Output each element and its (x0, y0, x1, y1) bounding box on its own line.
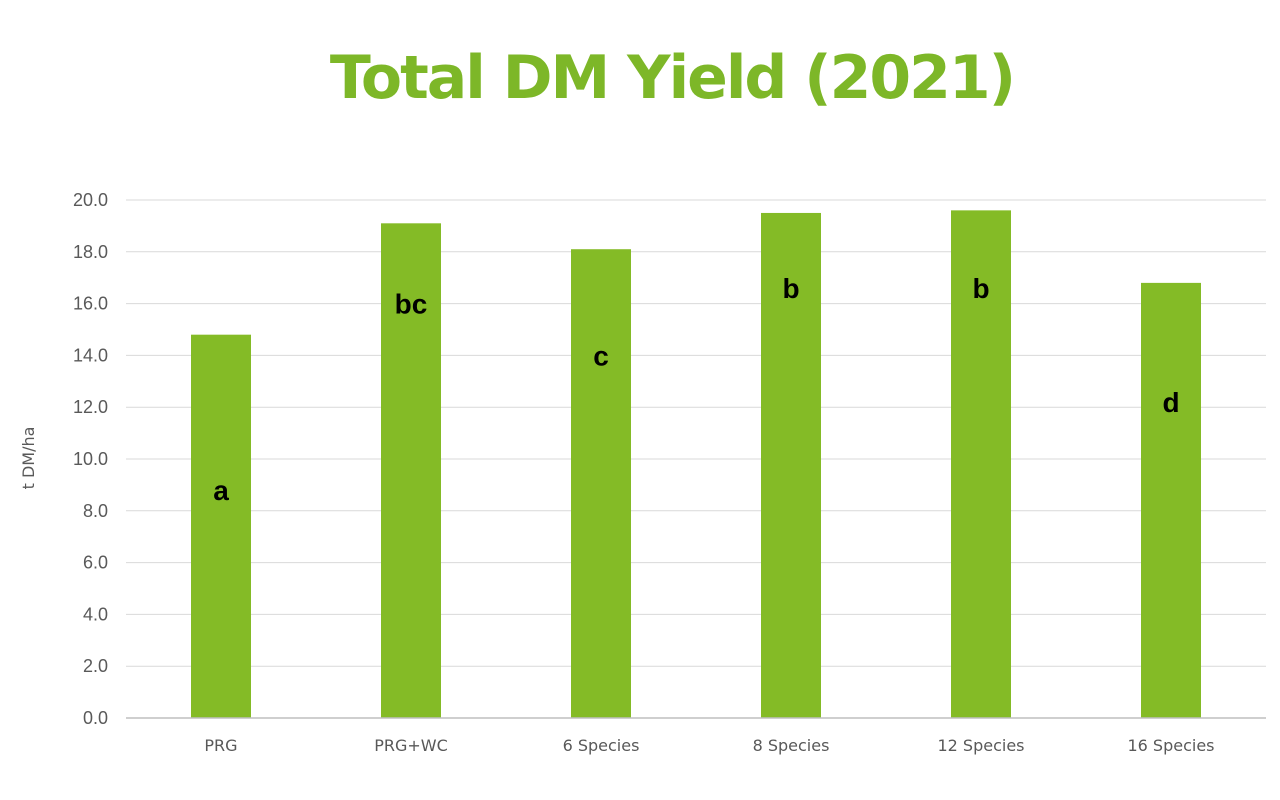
y-tick-label: 8.0 (83, 501, 108, 521)
bar (381, 223, 441, 718)
bar (761, 212, 821, 718)
y-axis-ticks: 0.0 2.0 4.0 6.0 8.0 10.0 12.0 14.0 16.0 18.0 20.0 (73, 190, 108, 728)
y-tick-label: 14.0 (73, 345, 108, 365)
gridlines (126, 199, 1266, 667)
significance-letter: d (1162, 387, 1179, 418)
y-tick-label: 4.0 (83, 604, 108, 624)
y-tick-label: 18.0 (73, 242, 108, 262)
significance-letter: b (972, 273, 989, 304)
x-tick-label: 8 Species (753, 736, 830, 755)
significance-letter: c (593, 340, 609, 371)
y-tick-label: 10.0 (73, 449, 108, 469)
bar (1141, 282, 1201, 718)
chart-title: Total DM Yield (2021) (330, 43, 1014, 113)
x-tick-label: 6 Species (563, 736, 640, 755)
y-tick-label: 12.0 (73, 397, 108, 417)
bar (191, 334, 251, 718)
bar (951, 210, 1011, 719)
significance-letter: b (782, 273, 799, 304)
x-axis-ticks: PRG PRG+WC 6 Species 8 Species 12 Species 16 … (204, 736, 1214, 755)
significance-letter: a (213, 475, 229, 506)
y-axis-label: t DM/ha (19, 427, 38, 490)
y-tick-label: 20.0 (73, 190, 108, 210)
y-tick-label: 16.0 (73, 294, 108, 314)
bars (191, 210, 1201, 719)
x-tick-label: 16 Species (1127, 736, 1214, 755)
significance-letter: bc (395, 289, 428, 320)
x-tick-label: 12 Species (937, 736, 1024, 755)
bar (571, 249, 631, 718)
y-tick-label: 2.0 (83, 656, 108, 676)
y-tick-label: 6.0 (83, 553, 108, 573)
significance-letters: a bc c b b d (213, 273, 1179, 506)
x-tick-label: PRG (204, 736, 237, 755)
y-tick-label: 0.0 (83, 708, 108, 728)
x-tick-label: PRG+WC (374, 736, 448, 755)
